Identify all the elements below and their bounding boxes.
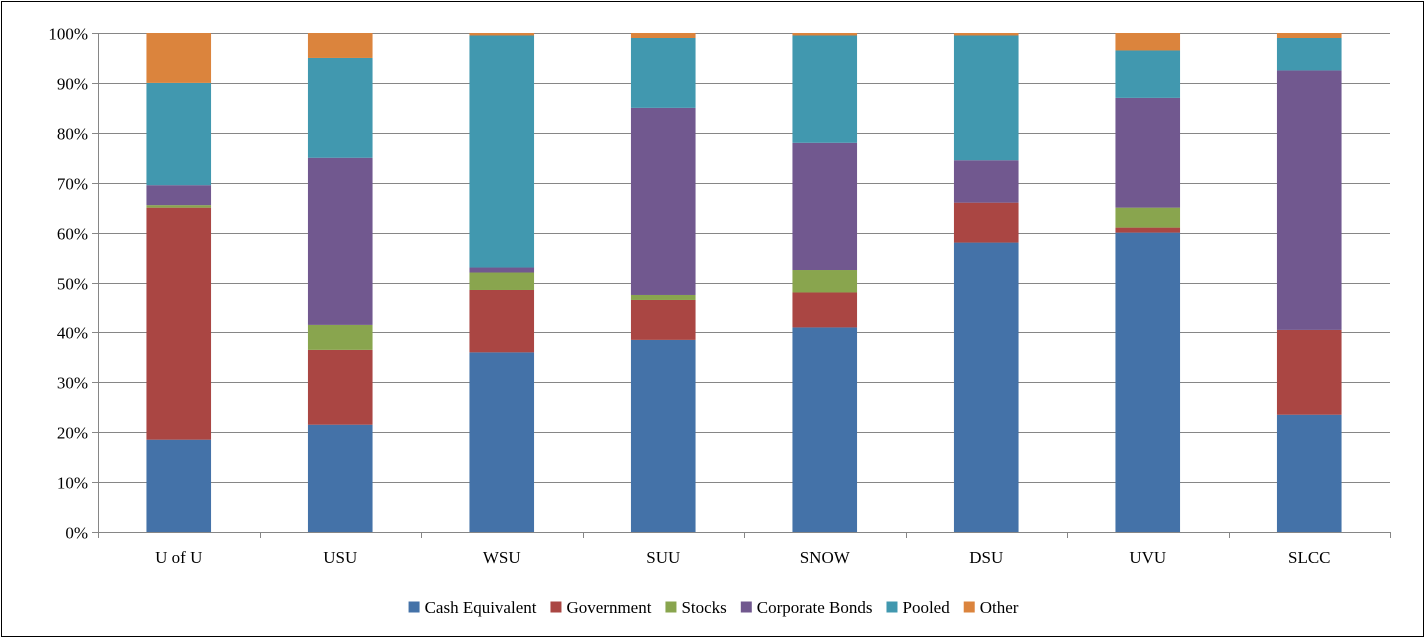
bar-segment bbox=[146, 205, 212, 208]
x-tick-label: USU bbox=[323, 548, 357, 567]
y-tick-label: 60% bbox=[57, 225, 88, 244]
y-tick-label: 50% bbox=[57, 275, 88, 294]
bar-segment bbox=[1276, 37, 1342, 71]
bar-segment bbox=[307, 349, 373, 425]
bar-segment bbox=[146, 439, 212, 532]
bar-segment bbox=[307, 33, 373, 58]
bar-segment bbox=[1115, 207, 1181, 228]
y-tick-label: 10% bbox=[57, 474, 88, 493]
legend-label: Government bbox=[566, 598, 651, 617]
x-tick-label: SUU bbox=[646, 548, 680, 567]
legend-label: Other bbox=[980, 598, 1019, 617]
bar-segment bbox=[307, 57, 373, 158]
bar-segment bbox=[469, 33, 535, 36]
bar-segment bbox=[1276, 414, 1342, 532]
y-tick-label: 30% bbox=[57, 374, 88, 393]
legend-label: Corporate Bonds bbox=[757, 598, 873, 617]
bar-segment bbox=[953, 160, 1019, 203]
legend-label: Pooled bbox=[902, 598, 950, 617]
x-tick-label: SLCC bbox=[1288, 548, 1331, 567]
bar-segment bbox=[146, 33, 212, 83]
bar-segment bbox=[792, 292, 858, 328]
legend-item: Stocks bbox=[665, 598, 727, 617]
x-tick-label: WSU bbox=[483, 548, 521, 567]
legend-item: Pooled bbox=[886, 598, 950, 617]
bar-segment bbox=[630, 294, 696, 300]
bar-segment bbox=[1115, 33, 1181, 51]
bar-segment bbox=[469, 289, 535, 353]
bars bbox=[146, 33, 1342, 532]
bar-segment bbox=[307, 157, 373, 325]
bar-segment bbox=[469, 352, 535, 532]
bar-segment bbox=[792, 270, 858, 293]
legend-swatch bbox=[963, 601, 975, 613]
bar-segment bbox=[792, 33, 858, 36]
legend-item: Cash Equivalent bbox=[408, 598, 537, 617]
bar-segment bbox=[953, 242, 1019, 532]
legend-item: Other bbox=[963, 598, 1019, 617]
bar-segment bbox=[1115, 232, 1181, 532]
bar-segment bbox=[953, 35, 1019, 161]
bar-segment bbox=[630, 33, 696, 38]
bar-segment bbox=[792, 142, 858, 271]
y-tick-label: 20% bbox=[57, 424, 88, 443]
bar-segment bbox=[307, 324, 373, 350]
legend: Cash Equivalent Government Stocks Corporate… bbox=[408, 598, 1019, 617]
bar-segment bbox=[630, 37, 696, 108]
bar-segment bbox=[953, 202, 1019, 243]
legend-swatch bbox=[886, 601, 898, 613]
bar-segment bbox=[146, 185, 212, 206]
bar-segment bbox=[1115, 50, 1181, 98]
y-tick-label: 40% bbox=[57, 324, 88, 343]
bar-segment bbox=[1276, 33, 1342, 38]
legend-swatch bbox=[550, 601, 562, 613]
bar-segment bbox=[146, 82, 212, 186]
y-tick-label: 90% bbox=[57, 75, 88, 94]
y-tick-label: 70% bbox=[57, 175, 88, 194]
bar-segment bbox=[1115, 227, 1181, 233]
bar-segment bbox=[146, 207, 212, 440]
bar-segment bbox=[792, 35, 858, 143]
x-tick-label: U of U bbox=[155, 548, 202, 567]
gridlines bbox=[98, 33, 1390, 483]
legend-item: Corporate Bonds bbox=[740, 598, 873, 617]
bar-segment bbox=[630, 339, 696, 532]
bar-segment bbox=[1115, 97, 1181, 208]
axes: 0% 10% 20% 30% 40% 50% 60% 70% 80% 90% 100% U of U U… bbox=[48, 25, 1391, 567]
bar-segment bbox=[307, 424, 373, 532]
y-tick-label: 100% bbox=[48, 25, 88, 44]
legend-swatch bbox=[408, 601, 420, 613]
bar-segment bbox=[792, 327, 858, 532]
legend-label: Cash Equivalent bbox=[425, 598, 537, 617]
legend-swatch bbox=[740, 601, 752, 613]
bar-segment bbox=[469, 272, 535, 290]
bar-segment bbox=[1276, 329, 1342, 415]
y-tick-label: 80% bbox=[57, 125, 88, 144]
bar-segment bbox=[630, 107, 696, 295]
bar-segment bbox=[1276, 70, 1342, 330]
bar-segment bbox=[469, 35, 535, 268]
bar-segment bbox=[469, 267, 535, 273]
bar-segment bbox=[953, 33, 1019, 36]
x-tick-label: SNOW bbox=[800, 548, 851, 567]
legend-label: Stocks bbox=[681, 598, 726, 617]
legend-item: Government bbox=[550, 598, 652, 617]
bar-segment bbox=[630, 299, 696, 340]
x-tick-label: UVU bbox=[1129, 548, 1166, 567]
y-tick-label: 0% bbox=[65, 524, 88, 543]
x-tick-label: DSU bbox=[969, 548, 1003, 567]
legend-swatch bbox=[665, 601, 677, 613]
